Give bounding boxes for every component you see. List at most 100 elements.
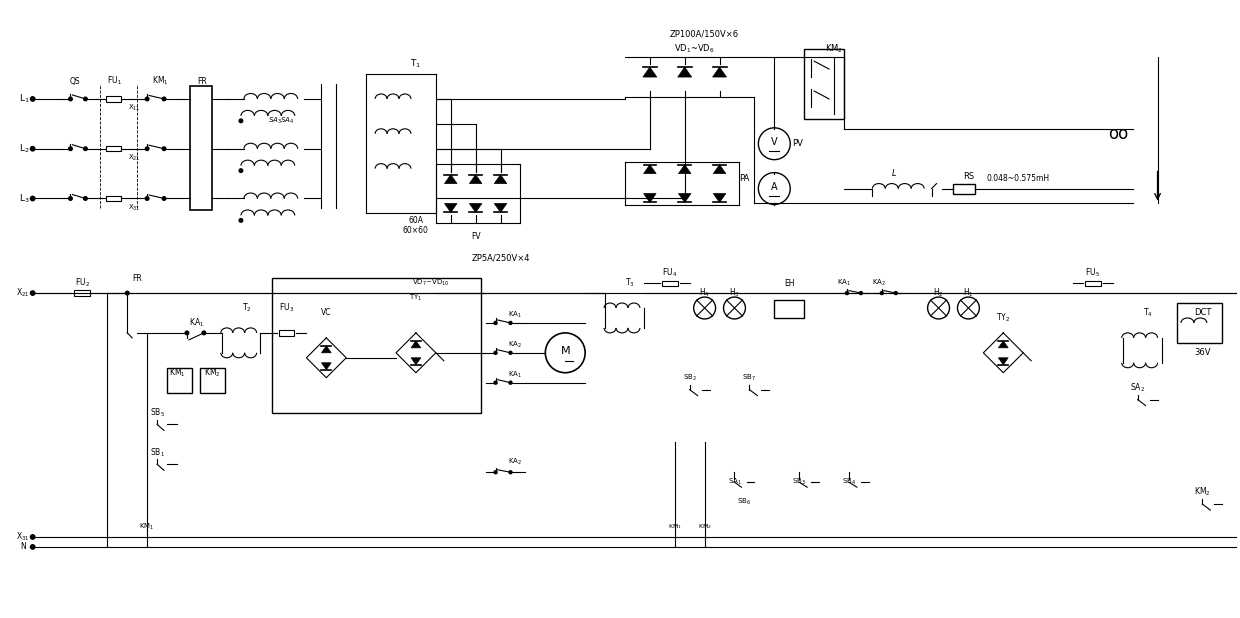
Text: $SA_3SA_4$: $SA_3SA_4$: [268, 116, 295, 126]
Circle shape: [31, 535, 35, 539]
Bar: [200, 368, 224, 392]
Text: SB$_5$: SB$_5$: [150, 406, 165, 419]
Bar: [190, 86, 212, 211]
Text: SB$_4$: SB$_4$: [842, 477, 856, 488]
Text: N: N: [20, 543, 26, 551]
Text: PV: PV: [792, 139, 802, 148]
Polygon shape: [410, 341, 420, 348]
Text: KM$_2$: KM$_2$: [203, 366, 221, 379]
Text: TY$_1$: TY$_1$: [409, 293, 423, 303]
Text: DCT: DCT: [1194, 308, 1211, 318]
Text: H$_1$: H$_1$: [963, 287, 973, 299]
Circle shape: [68, 197, 72, 200]
Text: ZP100A/150V×6: ZP100A/150V×6: [670, 30, 739, 39]
Text: VC: VC: [321, 308, 331, 318]
Text: EH: EH: [784, 279, 795, 287]
Text: T$_1$: T$_1$: [410, 58, 422, 70]
Circle shape: [83, 197, 87, 200]
Text: FV: FV: [471, 232, 480, 241]
Text: ZP5A/250V×4: ZP5A/250V×4: [471, 254, 529, 263]
Polygon shape: [470, 203, 482, 213]
Text: T$_4$: T$_4$: [1143, 307, 1152, 320]
Text: KM$_1$: KM$_1$: [668, 523, 682, 531]
Text: KA$_1$: KA$_1$: [508, 310, 522, 320]
Text: FU$_2$: FU$_2$: [74, 277, 89, 289]
Text: KA$_2$: KA$_2$: [508, 457, 522, 467]
Text: FU$_5$: FU$_5$: [1085, 267, 1100, 279]
Bar: [105, 96, 120, 102]
Text: M: M: [560, 346, 570, 356]
Circle shape: [83, 147, 87, 151]
Bar: [105, 196, 120, 201]
Bar: [954, 184, 976, 193]
Polygon shape: [998, 341, 1008, 348]
Text: FR: FR: [197, 77, 207, 85]
Polygon shape: [678, 164, 691, 174]
Bar: [1178, 303, 1223, 343]
Text: KM$_1$: KM$_1$: [151, 75, 169, 87]
Text: SB$_7$: SB$_7$: [743, 373, 756, 383]
Circle shape: [494, 381, 497, 384]
Polygon shape: [998, 358, 1008, 365]
Text: KA$_2$: KA$_2$: [508, 340, 522, 350]
Text: X$_{11}$: X$_{11}$: [128, 103, 140, 113]
Polygon shape: [678, 67, 692, 77]
Circle shape: [31, 97, 35, 101]
Text: VD$_1$~VD$_6$: VD$_1$~VD$_6$: [675, 43, 715, 56]
Polygon shape: [470, 175, 482, 184]
Text: 60A: 60A: [408, 216, 423, 225]
Circle shape: [508, 471, 512, 474]
Polygon shape: [644, 164, 656, 174]
Text: FU$_4$: FU$_4$: [662, 267, 677, 279]
Text: TY$_2$: TY$_2$: [996, 311, 1011, 324]
Text: KM$_2$: KM$_2$: [698, 523, 712, 531]
Text: SA$_2$: SA$_2$: [1130, 381, 1146, 394]
Circle shape: [185, 331, 188, 335]
Text: T$_3$: T$_3$: [625, 277, 635, 289]
Text: SA$_1$: SA$_1$: [728, 477, 742, 488]
Circle shape: [68, 97, 72, 101]
Circle shape: [508, 321, 512, 324]
Text: KA$_1$: KA$_1$: [508, 370, 522, 380]
Polygon shape: [642, 67, 657, 77]
Text: KM$_2$: KM$_2$: [825, 43, 843, 56]
Text: L: L: [892, 169, 897, 178]
Circle shape: [894, 292, 898, 295]
Text: A: A: [771, 182, 777, 192]
Text: 36V: 36V: [1194, 349, 1210, 357]
Bar: [1085, 281, 1101, 286]
Text: QS: QS: [69, 77, 79, 85]
Bar: [662, 281, 678, 286]
Circle shape: [494, 321, 497, 324]
Text: H$_4$: H$_4$: [699, 287, 711, 299]
Text: X$_{31}$: X$_{31}$: [128, 202, 140, 213]
Text: T$_2$: T$_2$: [242, 302, 252, 315]
Text: X$_{31}$: X$_{31}$: [16, 531, 30, 543]
Circle shape: [31, 544, 35, 549]
Text: FU$_3$: FU$_3$: [279, 302, 294, 315]
Text: KA$_1$: KA$_1$: [837, 278, 851, 288]
Bar: [74, 290, 91, 296]
Circle shape: [859, 292, 862, 295]
Bar: [167, 368, 192, 392]
Circle shape: [31, 197, 35, 201]
Text: SB$_2$: SB$_2$: [683, 373, 697, 383]
Circle shape: [202, 331, 206, 335]
Text: X$_{21}$: X$_{21}$: [16, 287, 30, 299]
Text: H$_3$: H$_3$: [729, 287, 740, 299]
Circle shape: [125, 291, 129, 295]
Polygon shape: [444, 203, 458, 213]
Text: L$_1$: L$_1$: [20, 93, 30, 105]
Text: KA$_1$: KA$_1$: [190, 316, 205, 329]
Polygon shape: [713, 193, 725, 203]
Circle shape: [494, 471, 497, 474]
Text: oo: oo: [1107, 125, 1128, 143]
Circle shape: [880, 292, 883, 295]
Circle shape: [494, 351, 497, 354]
Circle shape: [162, 97, 166, 101]
Polygon shape: [410, 358, 420, 365]
Circle shape: [68, 147, 72, 151]
Text: KA$_2$: KA$_2$: [872, 278, 885, 288]
Circle shape: [846, 292, 848, 295]
Circle shape: [145, 197, 149, 200]
